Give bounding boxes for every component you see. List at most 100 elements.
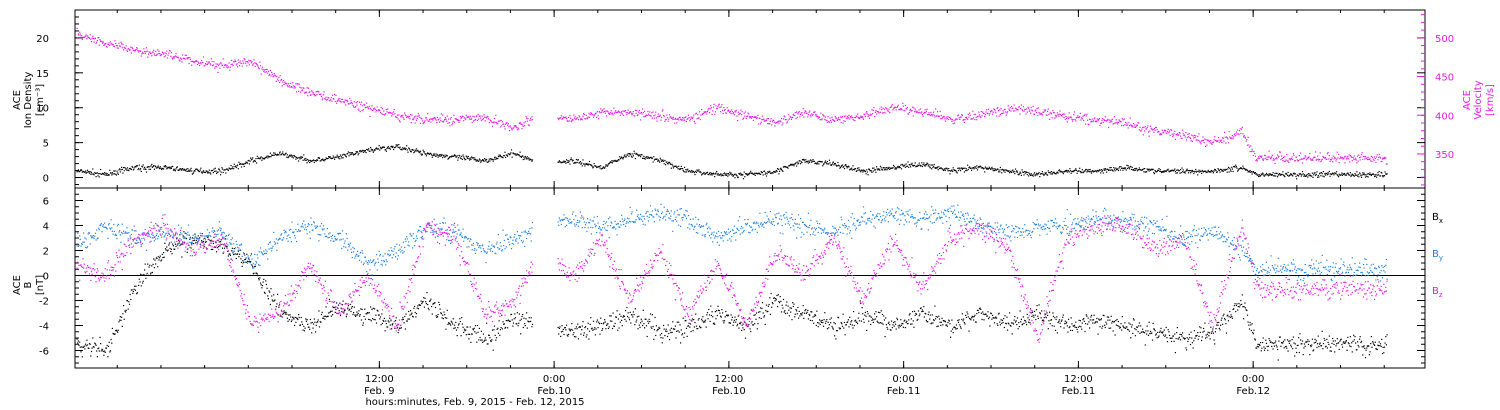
data-point	[352, 105, 354, 107]
data-point	[229, 168, 231, 170]
data-point	[769, 170, 771, 172]
data-point	[1239, 130, 1241, 132]
data-point	[1171, 133, 1173, 135]
data-point	[1242, 133, 1244, 135]
data-point	[804, 161, 806, 163]
data-point	[909, 109, 911, 111]
data-point	[568, 161, 570, 163]
data-point	[405, 147, 407, 150]
data-point	[1066, 171, 1068, 173]
data-point	[271, 154, 273, 156]
data-point	[811, 114, 813, 116]
data-point	[530, 320, 532, 322]
data-point	[566, 118, 568, 120]
data-point	[307, 158, 309, 161]
data-point	[630, 113, 633, 115]
data-point	[999, 113, 1001, 115]
data-point	[689, 170, 691, 172]
data-point	[458, 121, 460, 123]
data-point	[1068, 170, 1070, 172]
data-point	[207, 236, 209, 238]
data-point	[857, 116, 859, 118]
data-point	[1258, 157, 1260, 159]
data-point	[135, 49, 137, 51]
data-point	[1357, 160, 1359, 162]
data-point	[153, 258, 155, 260]
data-point	[1080, 172, 1082, 174]
data-point	[569, 163, 571, 165]
data-point	[396, 117, 398, 119]
data-point	[910, 110, 912, 112]
data-point	[1383, 175, 1385, 177]
data-point	[335, 156, 337, 158]
data-point	[779, 120, 781, 122]
data-point	[1195, 135, 1197, 137]
data-point	[1243, 135, 1245, 137]
data-point	[1114, 170, 1116, 172]
data-point	[977, 115, 979, 117]
data-point	[1330, 158, 1332, 161]
data-point	[132, 292, 134, 294]
data-point	[488, 158, 490, 160]
data-point	[126, 167, 129, 169]
data-point	[410, 310, 412, 312]
data-point	[92, 337, 94, 339]
data-point	[303, 158, 306, 160]
data-point	[362, 105, 364, 107]
data-point	[1090, 171, 1092, 173]
data-point	[445, 154, 447, 156]
data-point	[1160, 134, 1162, 136]
data-point	[1163, 171, 1165, 173]
data-point	[1317, 176, 1319, 178]
data-point	[819, 116, 821, 118]
data-point	[129, 49, 131, 51]
data-point	[438, 118, 440, 120]
data-point	[1043, 109, 1045, 111]
data-point	[837, 161, 839, 164]
data-point	[1299, 173, 1301, 175]
data-point	[472, 329, 475, 331]
data-point	[242, 261, 245, 263]
data-point	[412, 119, 414, 121]
data-point	[295, 321, 297, 323]
data-point	[788, 118, 790, 120]
data-point	[1102, 169, 1104, 171]
data-point	[559, 117, 561, 119]
data-point	[859, 170, 861, 172]
data-point	[1067, 116, 1069, 118]
data-point	[1263, 154, 1266, 156]
data-point	[111, 342, 113, 344]
data-point	[564, 327, 566, 329]
data-point	[497, 122, 499, 125]
data-point	[903, 109, 905, 111]
data-point	[638, 155, 640, 157]
data-point	[1208, 171, 1210, 173]
data-point	[1320, 159, 1323, 161]
data-point	[843, 166, 845, 168]
data-point	[455, 321, 457, 323]
data-point	[1328, 155, 1330, 157]
data-point	[1175, 172, 1177, 174]
data-point	[417, 149, 419, 151]
data-point	[441, 317, 443, 319]
data-point	[1232, 138, 1234, 140]
data-point	[1316, 158, 1318, 160]
data-point	[461, 116, 463, 118]
data-point	[95, 176, 97, 178]
data-point	[1311, 159, 1313, 161]
data-point	[1337, 157, 1339, 159]
data-point	[426, 119, 428, 121]
data-point	[1059, 171, 1061, 173]
data-point	[783, 165, 785, 168]
data-point	[708, 107, 710, 110]
data-point	[784, 116, 786, 118]
data-point	[395, 320, 397, 322]
data-point	[651, 117, 653, 119]
data-point	[1354, 173, 1356, 175]
data-point	[1340, 156, 1342, 158]
data-point	[1233, 166, 1235, 168]
data-point	[1288, 174, 1290, 176]
data-point	[585, 163, 587, 165]
data-point	[721, 173, 723, 175]
data-point	[899, 167, 901, 169]
